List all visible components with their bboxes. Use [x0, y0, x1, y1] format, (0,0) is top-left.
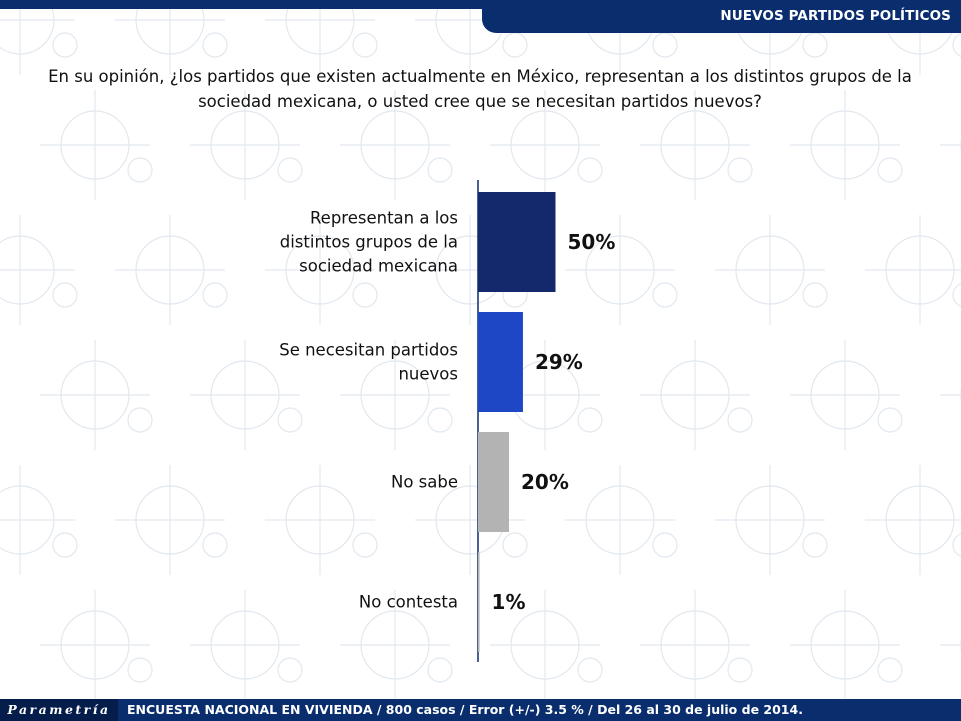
survey-note: ENCUESTA NACIONAL EN VIVIENDA / 800 caso… [127, 702, 803, 717]
bar [478, 552, 480, 652]
category-label: Representan a los distintos grupos de la s… [280, 209, 458, 276]
bar [478, 312, 523, 412]
category-label: No sabe [391, 473, 458, 492]
question-text: En su opinión, ¿los partidos que existen… [48, 67, 912, 111]
footer-bar: Parametría ENCUESTA NACIONAL EN VIVIENDA… [0, 699, 961, 721]
bar-value-label: 29% [535, 350, 583, 374]
footer-logo: Parametría [0, 699, 118, 721]
bar-value-label: 20% [521, 470, 569, 494]
section-title: NUEVOS PARTIDOS POLÍTICOS [720, 8, 951, 24]
bar-value-label: 50% [568, 230, 616, 254]
section-header: NUEVOS PARTIDOS POLÍTICOS [482, 0, 961, 33]
category-label: Se necesitan partidos nuevos [279, 341, 458, 384]
top-bar [0, 0, 961, 9]
bar-value-label: 1% [492, 590, 526, 614]
category-label: No contesta [359, 593, 458, 612]
bar [478, 432, 509, 532]
bar [478, 192, 556, 292]
